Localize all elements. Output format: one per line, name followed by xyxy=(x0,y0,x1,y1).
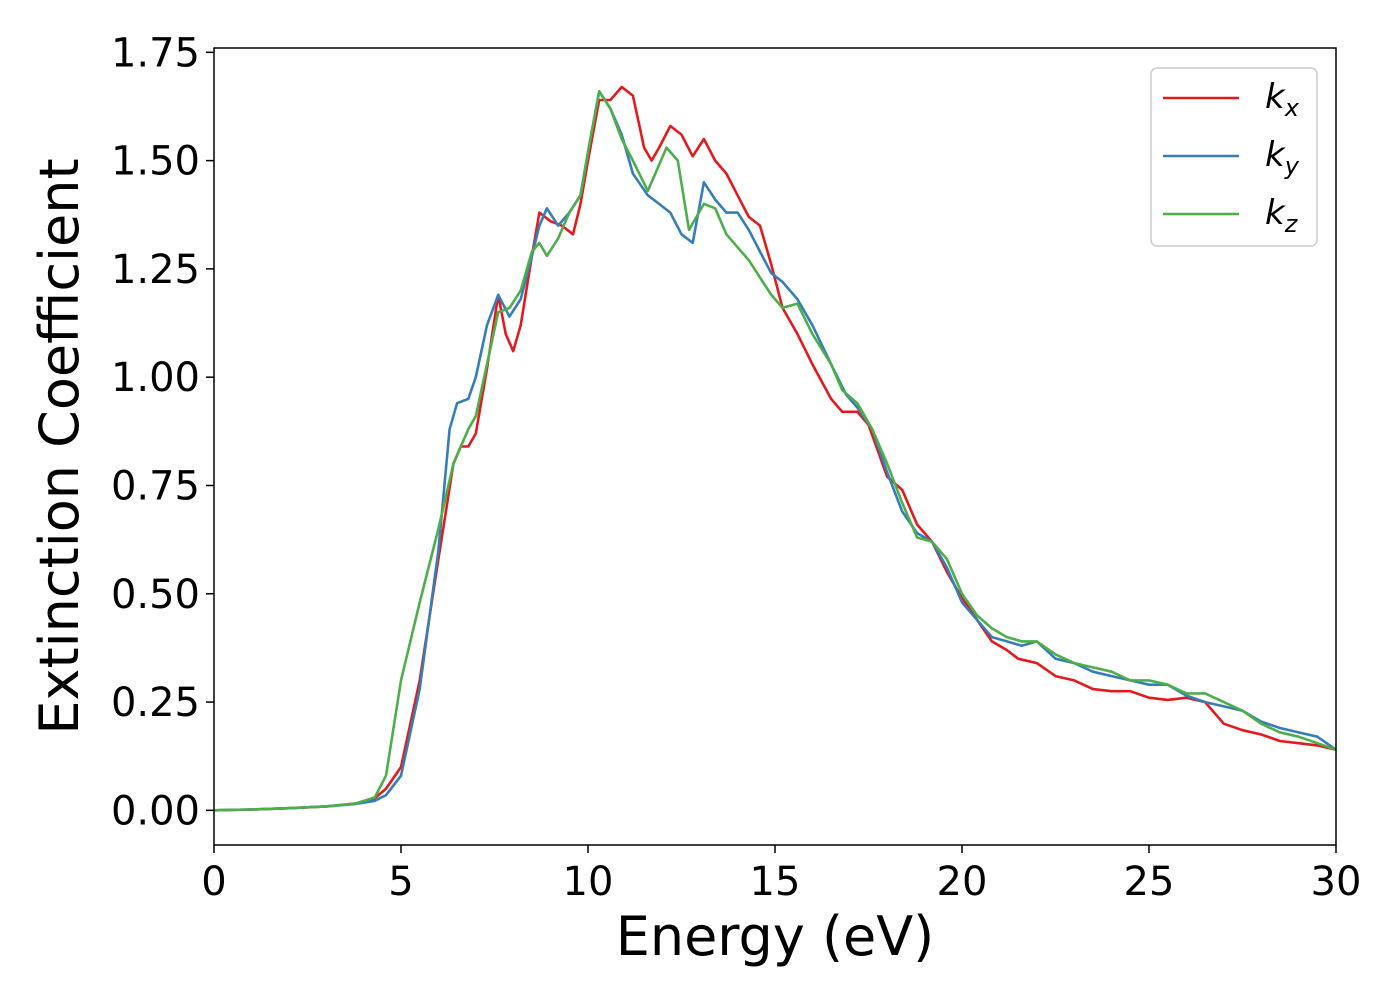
x-axis: 0 5 10 15 20 25 30 xyxy=(201,845,1361,905)
x-tick-label: 20 xyxy=(937,859,988,905)
series-line-k_z xyxy=(214,90,1336,812)
x-tick-label: 5 xyxy=(388,859,413,905)
x-tick-label: 25 xyxy=(1124,859,1175,905)
legend: kx ky kz xyxy=(1150,67,1318,247)
y-tick-label: 0.00 xyxy=(111,788,200,834)
y-tick-label: 0.75 xyxy=(111,463,200,509)
y-tick-label: 1.00 xyxy=(111,355,200,401)
x-tick-label: 30 xyxy=(1311,859,1362,905)
series-line-k_y xyxy=(214,90,1336,812)
y-tick-label: 0.25 xyxy=(111,680,200,726)
x-tick-label: 15 xyxy=(750,859,801,905)
y-axis: 0.00 0.25 0.50 0.75 1.00 1.25 1.50 1.75 xyxy=(111,30,214,834)
legend-label-k_x: kx xyxy=(1265,77,1300,122)
plot-lines xyxy=(214,85,1336,812)
y-tick-label: 0.50 xyxy=(111,572,200,618)
y-tick-label: 1.75 xyxy=(111,30,200,76)
y-tick-label: 1.25 xyxy=(111,247,200,293)
x-axis-title: Energy (eV) xyxy=(616,905,935,968)
legend-label-k_z: kz xyxy=(1265,193,1299,238)
y-tick-label: 1.50 xyxy=(111,139,200,185)
series-line-k_x xyxy=(214,85,1336,812)
legend-label-k_y: ky xyxy=(1265,135,1300,180)
x-tick-label: 0 xyxy=(201,859,226,905)
y-axis-title: Extinction Coefficient xyxy=(28,158,91,734)
x-tick-label: 10 xyxy=(563,859,614,905)
